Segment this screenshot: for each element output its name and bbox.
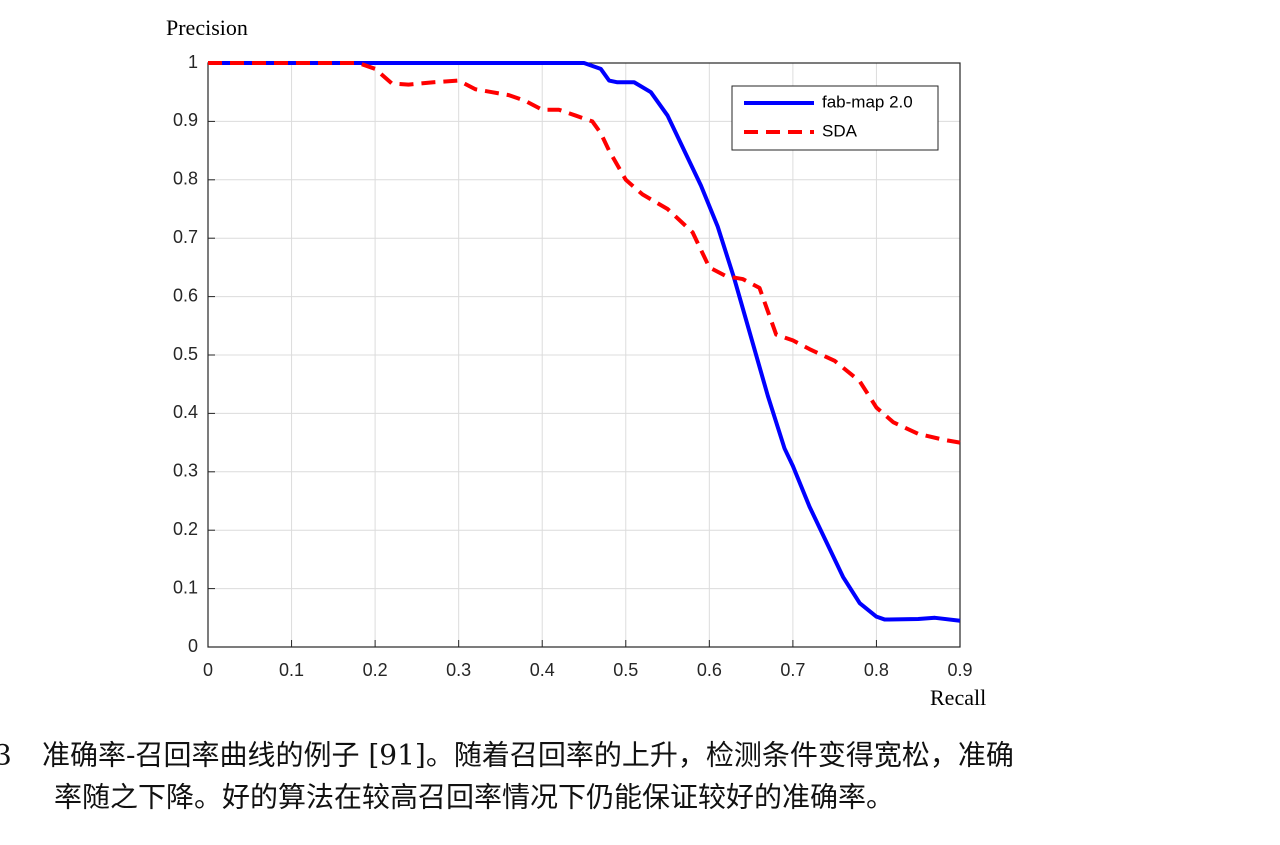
y-tick-label: 0.5 — [173, 344, 198, 364]
y-tick-label: 0.8 — [173, 169, 198, 189]
y-tick-label: 0.6 — [173, 285, 198, 305]
y-tick-label: 1 — [188, 52, 198, 72]
x-tick-label: 0.5 — [613, 660, 638, 680]
x-tick-label: 0.1 — [279, 660, 304, 680]
legend-box — [731, 85, 939, 151]
y-tick-label: 0.4 — [173, 402, 198, 422]
caption-line: 率随之下降。好的算法在较高召回率情况下仍能保证较好的准确率。 — [54, 781, 894, 814]
x-tick-label: 0.6 — [697, 660, 722, 680]
y-axis-label: Precision — [166, 15, 248, 40]
y-tick-label: 0 — [188, 636, 198, 656]
y-tick-label: 0.1 — [173, 577, 198, 597]
y-tick-label: 0.3 — [173, 461, 198, 481]
x-tick-label: 0.3 — [446, 660, 471, 680]
x-axis-label: Recall — [930, 685, 986, 710]
series-line — [208, 61, 961, 445]
caption-line: 准确率-召回率曲线的例子 [91]。随着召回率的上升，检测条件变得宽松，准确 — [42, 739, 1014, 772]
y-tick-label: 0.7 — [173, 227, 198, 247]
x-tick-label: 0.8 — [864, 660, 889, 680]
x-tick-label: 0.2 — [363, 660, 388, 680]
y-tick-label: 0.2 — [173, 519, 198, 539]
caption-number: 3 — [0, 739, 12, 772]
series-line — [208, 61, 961, 623]
x-tick-label: 0.9 — [947, 660, 972, 680]
x-tick-label: 0.4 — [530, 660, 555, 680]
y-tick-label: 0.9 — [173, 110, 198, 130]
legend-label: fab-map 2.0 — [822, 92, 913, 111]
x-tick-label: 0 — [203, 660, 213, 680]
legend-label: SDA — [822, 121, 858, 140]
x-tick-label: 0.7 — [780, 660, 805, 680]
